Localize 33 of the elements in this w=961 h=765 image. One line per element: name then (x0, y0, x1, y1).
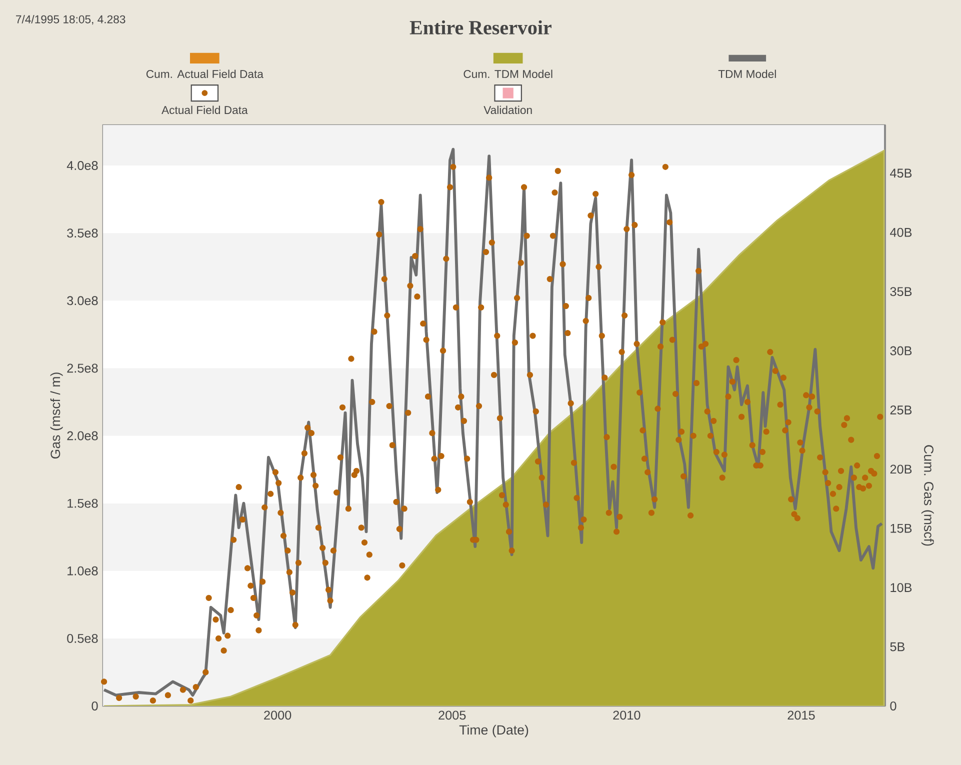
y-tick-label: 3.0e8 (67, 296, 98, 306)
y2-axis-title: Cum. Gas (mscf) (921, 445, 934, 546)
y-tick-label: 0 (92, 702, 98, 710)
x-tick-label: 2000 (264, 710, 292, 720)
legend-label: TDM Model (718, 70, 776, 78)
y2-tick-label: 10B (890, 583, 912, 592)
y-tick-label: 2.0e8 (67, 431, 98, 440)
x-tick-label: 2010 (613, 710, 640, 720)
legend-label: Cum. TDM Model (464, 70, 552, 78)
y-tick-label: 4.0e8 (66, 161, 98, 170)
x-axis-title: Time (Date) (459, 724, 528, 738)
y2-tick-label: 20B (890, 464, 912, 474)
y-tick-label: 1.5e8 (68, 498, 98, 508)
y2-tick-label: 40B (890, 228, 912, 237)
y2-tick-label: 5B (890, 642, 905, 652)
y2-tick-label: 45B (890, 168, 912, 178)
y2-tick-label: 0 (890, 702, 896, 710)
legend-label: Validation (484, 106, 532, 114)
x-tick-label: 2005 (438, 710, 466, 720)
y-tick-label: 2.5e8 (67, 364, 98, 373)
y-tick-label: 3.5e8 (67, 228, 98, 238)
legend-label: Cum. Actual Field Data (146, 70, 264, 78)
y2-tick-label: 30B (890, 346, 912, 356)
y2-tick-label: 35B (890, 287, 912, 296)
y-axis-title: Gas (mscf / m) (50, 372, 63, 459)
y-tick-label: 1.0e8 (68, 566, 98, 576)
chart-title: Entire Reservoir (410, 20, 552, 34)
x-tick-label: 2015 (788, 710, 815, 720)
text: 7/4/1995 18:05, 4.283 (16, 15, 126, 25)
y2-tick-label: 15B (890, 524, 912, 533)
y-tick-label: 0.5e8 (67, 634, 98, 643)
legend-label: Actual Field Data (162, 106, 248, 114)
y2-tick-label: 25B (890, 406, 912, 414)
